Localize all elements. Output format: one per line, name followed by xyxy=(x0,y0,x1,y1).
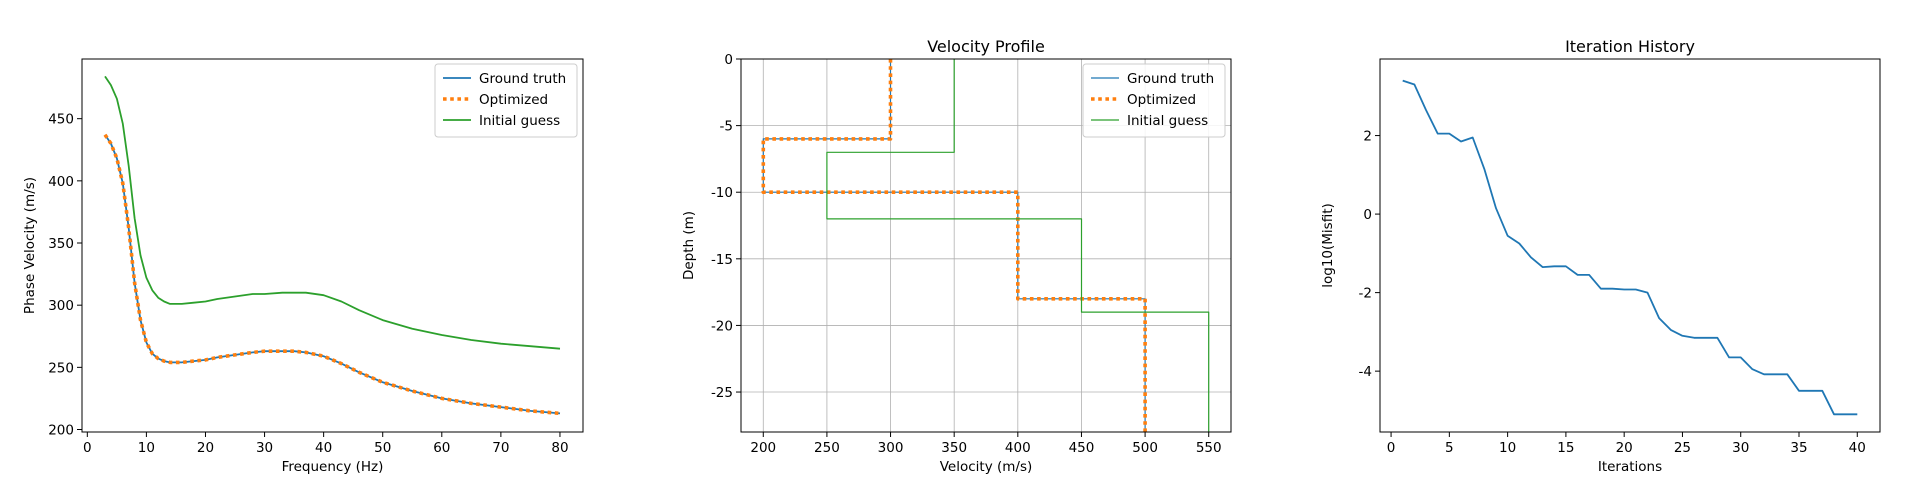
x-axis-label: Iterations xyxy=(1598,459,1662,475)
legend: Ground truth Optimized Initial guess xyxy=(434,63,578,138)
chart-title: Velocity Profile xyxy=(927,37,1045,56)
y-tick-label: 2 xyxy=(1363,129,1372,145)
x-tick-label: 15 xyxy=(1557,440,1574,456)
x-tick-label: 0 xyxy=(1387,440,1396,456)
legend-label: Optimized xyxy=(479,92,548,108)
y-tick-label: -2 xyxy=(1359,286,1372,302)
x-tick-label: 300 xyxy=(878,440,904,456)
misfit-line xyxy=(1402,79,1858,416)
y-tick-label: -20 xyxy=(711,318,733,334)
x-axis-label: Velocity (m/s) xyxy=(940,459,1033,475)
series-group xyxy=(761,59,1210,432)
x-tick-label: 500 xyxy=(1132,440,1158,456)
legend-box xyxy=(434,63,578,138)
x-tick-label: 30 xyxy=(1732,440,1749,456)
series-group xyxy=(1402,79,1858,416)
x-tick-label: 200 xyxy=(750,440,776,456)
x-tick-label: 0 xyxy=(83,440,92,456)
y-tick-label: 450 xyxy=(48,112,74,128)
chart-title: Iteration History xyxy=(1565,37,1695,56)
y-tick-label: 0 xyxy=(724,52,733,68)
y-tick-label: -5 xyxy=(720,119,733,135)
dispersion-curve-panel: 0 10 20 30 40 50 60 70 80 200 250 300 350 400 450 Frequ… xyxy=(22,58,584,475)
series-group xyxy=(103,75,561,416)
y-axis-label: Depth (m) xyxy=(681,211,697,280)
legend-box xyxy=(1082,63,1226,138)
axes-frame xyxy=(740,58,1232,433)
optimized-line xyxy=(103,133,561,416)
y-tick-label: 400 xyxy=(48,174,74,190)
y-tick-label: -4 xyxy=(1359,364,1372,380)
x-tick-label: 30 xyxy=(256,440,273,456)
x-tick-label: 50 xyxy=(374,440,391,456)
initial-guess-line xyxy=(104,75,561,350)
axes-frame xyxy=(1379,58,1881,433)
x-tick-label: 20 xyxy=(1616,440,1633,456)
y-tick-label: 350 xyxy=(48,236,74,252)
axes-frame xyxy=(81,58,584,433)
x-tick-label: 550 xyxy=(1196,440,1222,456)
y-tick-label: -10 xyxy=(711,185,733,201)
x-tick-label: 5 xyxy=(1445,440,1454,456)
initial-guess-line xyxy=(826,59,1210,432)
x-tick-label: 10 xyxy=(138,440,155,456)
legend-label: Initial guess xyxy=(479,113,560,129)
legend-label: Initial guess xyxy=(1127,113,1208,129)
y-tick-label: 300 xyxy=(48,298,74,314)
x-tick-label: 70 xyxy=(492,440,509,456)
ground-truth-line xyxy=(104,134,561,415)
y-axis-label: log10(Misfit) xyxy=(1320,203,1336,288)
y-tick-label: -25 xyxy=(711,385,733,401)
x-tick-label: 25 xyxy=(1674,440,1691,456)
legend-label: Optimized xyxy=(1127,92,1196,108)
optimized-line xyxy=(761,59,1147,432)
x-tick-label: 250 xyxy=(814,440,840,456)
x-tick-label: 40 xyxy=(1849,440,1866,456)
iteration-history-panel: 0 5 10 15 20 25 30 35 4020-2-4Iterationslog10(Mi… xyxy=(1320,37,1881,475)
y-axis-label: Phase Velocity (m/s) xyxy=(22,177,38,314)
x-tick-label: 20 xyxy=(197,440,214,456)
legend-label: Ground truth xyxy=(1127,71,1214,87)
y-tick-label: 0 xyxy=(1363,207,1372,223)
y-tick-label: 200 xyxy=(48,423,74,439)
legend-label: Ground truth xyxy=(479,71,566,87)
x-tick-label: 400 xyxy=(1005,440,1031,456)
x-tick-label: 450 xyxy=(1069,440,1095,456)
x-tick-label: 10 xyxy=(1499,440,1516,456)
x-tick-label: 35 xyxy=(1790,440,1807,456)
x-tick-label: 350 xyxy=(941,440,967,456)
legend: Ground truth Optimized Initial guess xyxy=(1082,63,1226,138)
x-axis-label: Frequency (Hz) xyxy=(282,459,384,475)
x-tick-label: 40 xyxy=(315,440,332,456)
y-tick-label: 250 xyxy=(48,360,74,376)
velocity-profile-panel: 200 250 300 350 400 450 500 550 0 -5 -10 -15 -20 -25 V… xyxy=(681,37,1232,475)
x-tick-label: 60 xyxy=(433,440,450,456)
x-tick-label: 80 xyxy=(551,440,568,456)
y-tick-label: -15 xyxy=(711,252,733,268)
